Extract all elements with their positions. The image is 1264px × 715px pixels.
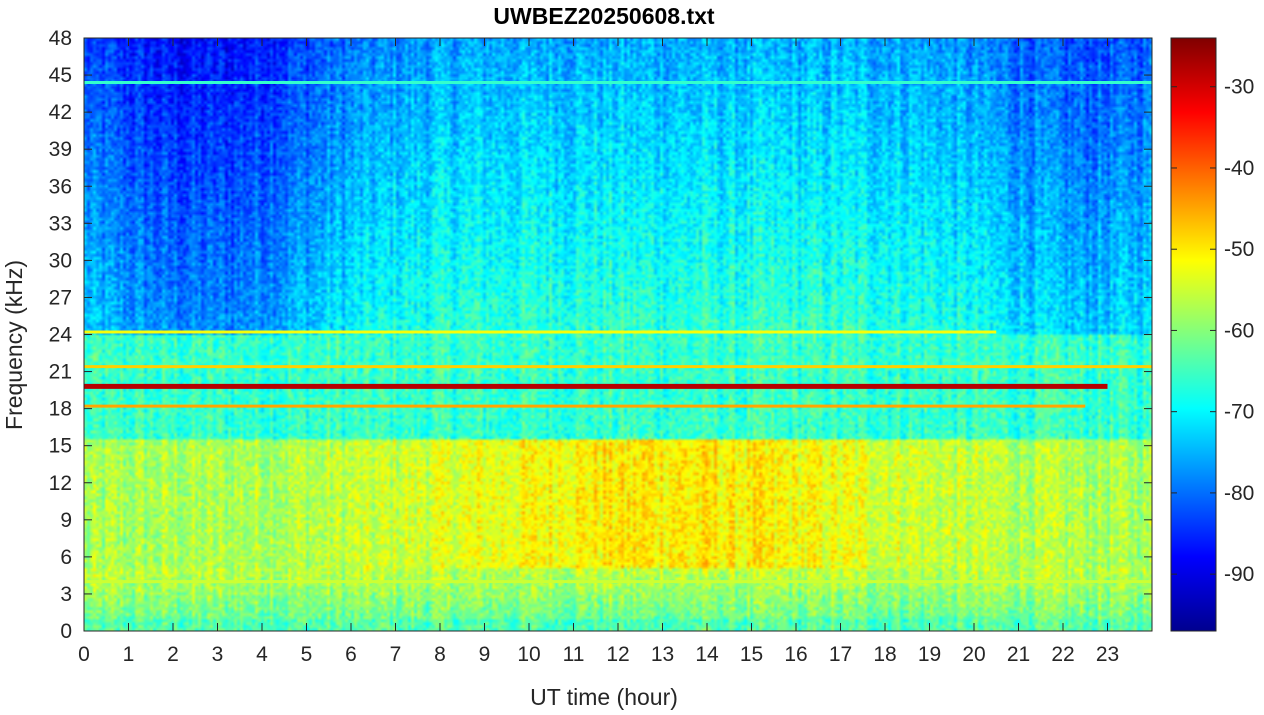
x-tick-label: 23: [1096, 643, 1119, 666]
y-tick-label: 3: [60, 583, 72, 606]
y-tick-label: 45: [49, 64, 72, 87]
y-tick-label: 36: [49, 175, 72, 198]
x-tick-label: 18: [873, 643, 896, 666]
colorbar-tick-label: -40: [1224, 157, 1254, 180]
colorbar-tick-label: -50: [1224, 238, 1254, 261]
y-tick-label: 0: [60, 620, 72, 643]
x-tick-label: 9: [479, 643, 491, 666]
y-tick-label: 27: [49, 286, 72, 309]
chart-title: UWBEZ20250608.txt: [493, 3, 714, 29]
x-tick-label: 6: [345, 643, 357, 666]
x-tick-label: 1: [123, 643, 135, 666]
colorbar-tick-label: -80: [1224, 482, 1254, 505]
x-tick-label: 21: [1007, 643, 1030, 666]
x-tick-label: 10: [517, 643, 540, 666]
x-tick-label: 11: [563, 643, 585, 666]
x-tick-label: 7: [390, 643, 402, 666]
colorbar-tick-label: -90: [1224, 563, 1254, 586]
x-tick-label: 20: [962, 643, 985, 666]
x-tick-label: 14: [695, 643, 719, 666]
colorbar-ticks: -90 -80 -70 -60 -50 -40 -30: [1171, 76, 1254, 586]
y-axis-label: Frequency (kHz): [1, 260, 27, 430]
colorbar-frame: [1170, 37, 1217, 632]
colorbar-tick-label: -30: [1224, 76, 1254, 99]
x-axis-ticks: 0 1 2 3 4 5 6 7 8 9 10 11 12 13 14 15 16 17 18 19 20 21 22 23: [78, 38, 1119, 666]
colorbar: [1171, 38, 1216, 631]
y-tick-label: 24: [49, 324, 73, 347]
colorbar-tick-label: -60: [1224, 319, 1254, 342]
x-tick-label: 12: [606, 643, 629, 666]
x-tick-label: 2: [167, 643, 179, 666]
y-tick-label: 6: [60, 546, 72, 569]
y-tick-label: 33: [49, 212, 72, 235]
x-tick-label: 15: [740, 643, 763, 666]
y-tick-label: 39: [49, 138, 72, 161]
y-tick-label: 30: [49, 249, 72, 272]
x-axis-label: UT time (hour): [530, 684, 678, 710]
y-tick-label: 42: [49, 101, 72, 124]
narrowband-lines-layer: [84, 80, 1152, 584]
x-tick-label: 8: [434, 643, 446, 666]
spectrogram-image: [84, 38, 1152, 631]
x-tick-label: 5: [301, 643, 313, 666]
x-tick-label: 3: [212, 643, 224, 666]
colorbar-tick-label: -70: [1224, 401, 1254, 424]
x-tick-label: 4: [256, 643, 268, 666]
plot-area: [84, 38, 1152, 631]
y-tick-label: 9: [60, 509, 72, 532]
y-tick-label: 48: [49, 27, 72, 50]
y-tick-label: 12: [49, 472, 72, 495]
x-tick-label: 22: [1051, 643, 1074, 666]
y-tick-label: 21: [49, 361, 72, 384]
y-tick-label: 18: [49, 398, 72, 421]
x-tick-label: 0: [78, 643, 90, 666]
y-tick-label: 15: [49, 435, 72, 458]
x-tick-label: 13: [651, 643, 674, 666]
x-tick-label: 17: [829, 643, 852, 666]
x-tick-label: 16: [784, 643, 807, 666]
x-tick-label: 19: [918, 643, 941, 666]
